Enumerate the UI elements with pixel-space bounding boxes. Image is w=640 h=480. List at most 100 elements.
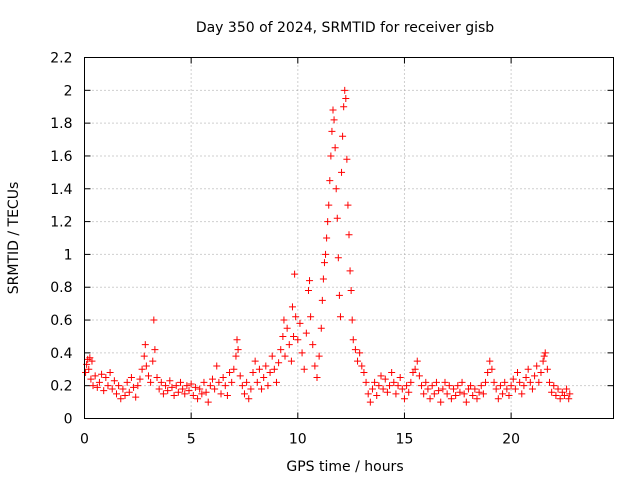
data-point: [482, 378, 490, 386]
data-point: [418, 382, 426, 390]
data-point: [456, 388, 464, 396]
data-point: [100, 387, 108, 395]
data-point: [240, 390, 248, 398]
data-point: [537, 369, 545, 377]
data-point: [349, 336, 357, 344]
y-tick-label: 1.6: [50, 149, 72, 165]
y-tick-label: 1.2: [50, 215, 72, 231]
data-point: [187, 380, 195, 388]
data-point: [219, 373, 227, 381]
data-point: [460, 390, 468, 398]
data-point: [450, 385, 458, 393]
data-point: [140, 352, 148, 360]
grid-layer: [84, 57, 614, 419]
data-point: [435, 387, 443, 395]
data-point: [479, 390, 487, 398]
data-point: [539, 357, 547, 365]
data-point: [548, 388, 556, 396]
data-point: [484, 369, 492, 377]
data-point: [204, 398, 212, 406]
data-point: [458, 378, 466, 386]
data-point: [95, 378, 103, 386]
data-point: [471, 385, 479, 393]
data-point: [371, 378, 379, 386]
data-point: [121, 392, 129, 400]
data-point: [93, 383, 101, 391]
data-point: [298, 349, 306, 357]
data-point: [323, 234, 331, 242]
data-point: [432, 378, 440, 386]
data-point: [313, 373, 321, 381]
data-point: [153, 373, 161, 381]
data-point: [279, 332, 287, 340]
data-point: [285, 341, 293, 349]
data-point: [228, 378, 236, 386]
data-point: [226, 369, 234, 377]
data-point: [283, 324, 291, 332]
data-point: [91, 372, 99, 380]
data-point: [292, 313, 300, 321]
y-tick-label: 1: [64, 247, 73, 263]
y-tick-label: 1.8: [50, 116, 72, 132]
data-point: [238, 382, 246, 390]
data-point: [272, 378, 280, 386]
data-point: [322, 250, 330, 258]
data-point: [430, 390, 438, 398]
data-point: [503, 385, 511, 393]
y-tick-label: 0.2: [50, 379, 72, 395]
x-tick-label: 10: [289, 432, 307, 448]
data-point: [162, 382, 170, 390]
data-point: [115, 382, 123, 390]
y-tick-label: 2.2: [50, 51, 72, 67]
data-point: [347, 287, 355, 295]
data-point: [130, 383, 138, 391]
data-point: [462, 398, 470, 406]
data-point: [386, 382, 394, 390]
data-point: [287, 357, 295, 365]
data-point: [262, 362, 270, 370]
data-point: [136, 375, 144, 383]
data-point: [191, 383, 199, 391]
data-point: [168, 383, 176, 391]
data-point: [134, 382, 142, 390]
data-point: [469, 392, 477, 400]
data-point: [452, 392, 460, 400]
data-point: [277, 346, 285, 354]
data-point: [420, 390, 428, 398]
data-point: [255, 365, 263, 373]
data-point: [260, 373, 268, 381]
data-point: [381, 375, 389, 383]
data-point: [306, 277, 314, 285]
data-point: [341, 86, 349, 94]
data-point: [533, 362, 541, 370]
data-point: [522, 373, 530, 381]
data-point: [329, 106, 337, 114]
data-point: [343, 155, 351, 163]
data-point: [520, 382, 528, 390]
data-point: [206, 382, 214, 390]
data-point: [331, 144, 339, 152]
data-point: [528, 385, 536, 393]
data-point: [411, 365, 419, 373]
data-point: [540, 352, 548, 360]
y-tick-label: 0.4: [50, 346, 72, 362]
data-point: [477, 382, 485, 390]
data-point: [98, 370, 106, 378]
data-point: [488, 365, 496, 373]
data-point: [345, 231, 353, 239]
data-point: [324, 218, 332, 226]
data-point: [320, 259, 328, 267]
data-point: [454, 382, 462, 390]
data-point: [234, 346, 242, 354]
data-point: [400, 395, 408, 403]
data-point: [377, 372, 385, 380]
data-point: [556, 395, 564, 403]
data-point: [232, 352, 240, 360]
data-point: [317, 324, 325, 332]
data-point: [333, 214, 341, 222]
data-point: [251, 357, 259, 365]
data-point: [151, 346, 159, 354]
data-point: [445, 382, 453, 390]
data-point: [535, 378, 543, 386]
y-tick-label: 0.6: [50, 313, 72, 329]
